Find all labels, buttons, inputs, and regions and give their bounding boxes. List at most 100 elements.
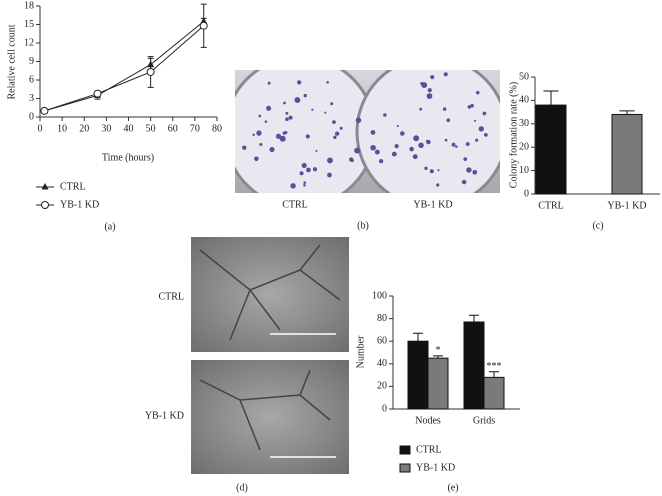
marker: [40, 106, 49, 115]
x-tick-label: 10: [57, 123, 67, 134]
colony: [455, 145, 458, 148]
legend-marker: [41, 183, 49, 190]
colony: [442, 107, 447, 111]
colony: [473, 119, 477, 122]
y-tick-label: 20: [519, 141, 529, 152]
colony: [430, 75, 435, 80]
colony: [370, 130, 376, 135]
y-tick-label: 60: [377, 335, 387, 346]
bar: [463, 321, 485, 410]
colony: [426, 93, 433, 99]
colony: [451, 142, 456, 147]
colony: [282, 131, 287, 135]
colony: [303, 181, 307, 184]
error-bar: [469, 314, 479, 322]
colony: [297, 80, 302, 85]
y-tick-label: 6: [29, 74, 34, 85]
image-caption: YB-1 KD: [145, 410, 184, 421]
colony: [400, 131, 405, 136]
colony: [425, 139, 429, 143]
colony: [327, 172, 332, 178]
legend-swatch: [399, 445, 411, 455]
colony: [466, 167, 472, 173]
bar: [427, 357, 449, 410]
colony: [288, 115, 293, 120]
image-caption: CTRL: [282, 199, 308, 210]
line: [44, 21, 205, 112]
colony: [379, 159, 384, 164]
colony: [443, 72, 448, 77]
colony: [333, 135, 337, 140]
image-caption: YB-1 KD: [413, 199, 452, 210]
panel-label: (b): [357, 220, 369, 231]
legend-swatch: [399, 463, 411, 473]
colony: [330, 102, 334, 106]
x-tick-label: 80: [212, 123, 222, 134]
y-tick-label: 0: [524, 188, 529, 199]
colony: [409, 146, 414, 152]
colony: [254, 156, 259, 162]
colony: [427, 88, 432, 93]
colony: [334, 131, 340, 136]
colony: [475, 138, 479, 142]
panel-label: (d): [236, 482, 248, 493]
colony: [315, 150, 318, 153]
x-tick-label: 0: [38, 123, 43, 134]
colony: [472, 169, 478, 175]
colony: [391, 151, 397, 157]
colony: [465, 142, 470, 146]
colony: [275, 133, 282, 139]
colony: [332, 120, 336, 125]
colony: [370, 144, 376, 151]
y-tick-label: 30: [519, 118, 529, 129]
colony: [470, 103, 474, 108]
colony: [279, 135, 286, 142]
legend-label: CTRL: [416, 444, 442, 455]
colony: [305, 134, 310, 139]
colony: [259, 142, 263, 147]
colony: [290, 183, 296, 189]
colony-photo: [235, 70, 500, 193]
y-tick-label: 18: [24, 0, 34, 11]
colony: [475, 90, 480, 95]
marker: [146, 67, 155, 76]
colony: [383, 113, 387, 117]
x-tick-label: 60: [168, 123, 178, 134]
x-tick-label: 70: [190, 123, 200, 134]
x-tick-label: 50: [146, 123, 156, 134]
colony: [264, 120, 268, 123]
colony: [419, 107, 423, 111]
x-tick-label: 20: [79, 123, 89, 134]
colony: [312, 167, 318, 172]
colony: [437, 169, 440, 172]
x-tick-label: Grids: [473, 415, 495, 426]
y-tick-label: 0: [382, 403, 387, 414]
y-tick-label: 3: [29, 93, 34, 104]
panel-label: (a): [104, 221, 115, 232]
colony: [463, 157, 468, 161]
marker: [199, 21, 208, 30]
line: [44, 25, 205, 112]
y-tick-label: 15: [24, 19, 34, 30]
colony: [285, 111, 289, 115]
bar: [407, 340, 429, 410]
colony: [267, 81, 271, 85]
x-tick-label: 30: [101, 123, 111, 134]
error-bar: [489, 371, 499, 378]
colony: [444, 138, 448, 142]
colony: [303, 93, 307, 98]
colony: [327, 157, 333, 164]
colony: [424, 166, 428, 170]
colony: [354, 147, 361, 154]
colony: [256, 130, 262, 136]
error-bar: [619, 110, 635, 115]
colony: [258, 114, 262, 118]
colony: [483, 132, 488, 137]
colony: [461, 179, 467, 185]
panel-label: (c): [592, 220, 603, 231]
significance-label: *: [436, 345, 441, 356]
colony: [303, 183, 306, 187]
colony: [412, 154, 418, 160]
bar: [535, 104, 567, 195]
colony: [355, 117, 362, 123]
